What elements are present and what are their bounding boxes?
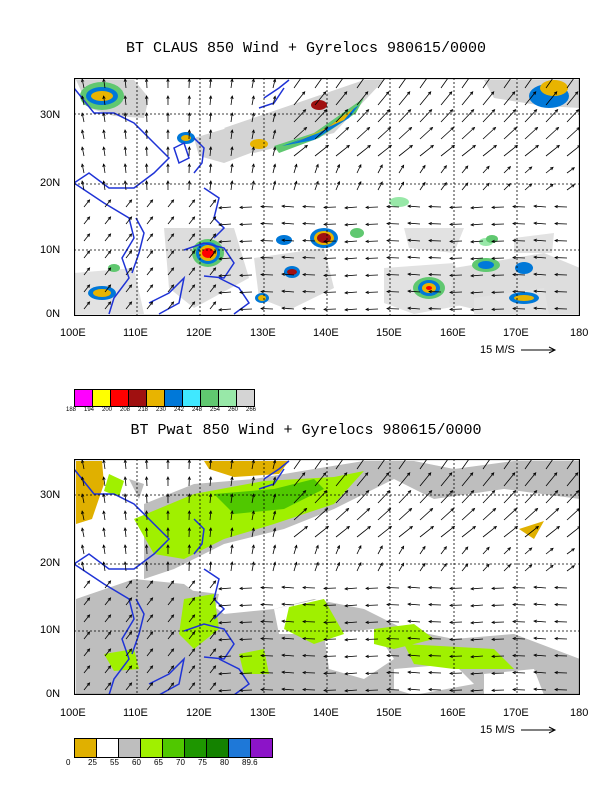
legend-swatch	[75, 390, 92, 406]
x-tick-160e-2: 160E	[440, 707, 466, 719]
y-tick-0n-2: 0N	[46, 688, 61, 700]
wind-scale-2: 15 M/S	[480, 724, 557, 736]
lat-lon-grid	[74, 78, 580, 316]
wind-vectors	[81, 459, 580, 693]
wind-scale-label-2: 15 M/S	[480, 724, 515, 736]
x-tick-110e: 110E	[123, 327, 148, 339]
wind-scale: 15 M/S	[480, 344, 557, 356]
pwat-color-legend	[74, 738, 273, 758]
legend-swatch	[250, 739, 272, 757]
legend-label: 65	[154, 758, 163, 767]
legend-label: 188	[66, 407, 77, 413]
legend-label: 60	[132, 758, 141, 767]
legend-label: 242	[174, 407, 185, 413]
x-tick-100e-2: 100E	[60, 707, 86, 719]
claus-map-panel	[74, 78, 580, 316]
legend-swatch	[236, 390, 254, 406]
x-tick-140e: 140E	[313, 327, 339, 339]
precipitable-water-field	[76, 461, 580, 695]
legend-swatch	[110, 390, 128, 406]
legend-label: 55	[110, 758, 119, 767]
x-tick-180-2: 180	[570, 707, 589, 719]
panel-1-title: BT CLAUS 850 Wind + Gyrelocs 980615/0000	[125, 40, 487, 57]
y-tick-0n: 0N	[46, 308, 61, 320]
x-tick-120e-2: 120E	[186, 707, 212, 719]
legend-label: 200	[102, 407, 113, 413]
x-tick-140e-2: 140E	[313, 707, 339, 719]
legend-swatch	[182, 390, 200, 406]
x-tick-110e-2: 110E	[123, 707, 148, 719]
legend-label: 194	[84, 407, 95, 413]
legend-swatch	[164, 390, 182, 406]
y-tick-20n: 20N	[40, 177, 61, 189]
legend-label: 230	[156, 407, 167, 413]
legend-label: 80	[220, 758, 229, 767]
legend-swatch	[146, 390, 164, 406]
legend-label: 70	[176, 758, 185, 767]
legend-swatch	[218, 390, 236, 406]
legend-swatch	[206, 739, 228, 757]
legend-label: 25	[88, 758, 97, 767]
y-tick-30n-2: 30N	[40, 489, 61, 501]
legend-swatch	[75, 739, 96, 757]
y-tick-20n-2: 20N	[40, 557, 61, 569]
legend-swatch	[140, 739, 162, 757]
scale-arrow-icon	[520, 726, 556, 734]
legend-swatch	[184, 739, 206, 757]
panel-2-title: BT Pwat 850 Wind + Gyrelocs 980615/0000	[130, 422, 482, 439]
y-tick-10n-2: 10N	[40, 624, 61, 636]
legend-swatch	[92, 390, 110, 406]
legend-swatch	[96, 739, 118, 757]
convective-cells	[80, 80, 569, 304]
x-tick-120e: 120E	[186, 327, 212, 339]
legend-label: 0	[66, 758, 71, 767]
x-tick-150e: 150E	[376, 327, 402, 339]
x-tick-130e-2: 130E	[250, 707, 276, 719]
wind-vectors	[81, 78, 580, 312]
legend-swatch	[118, 739, 140, 757]
y-tick-30n: 30N	[40, 109, 61, 121]
x-tick-130e: 130E	[250, 327, 276, 339]
legend-label: 248	[192, 407, 203, 413]
claus-color-legend	[74, 389, 255, 407]
y-tick-10n: 10N	[40, 244, 61, 256]
pwat-map-panel	[74, 459, 580, 695]
x-tick-170e-2: 170E	[503, 707, 529, 719]
x-tick-180: 180	[570, 327, 589, 339]
legend-label: 208	[120, 407, 131, 413]
x-tick-170e: 170E	[503, 327, 529, 339]
legend-label: 266	[246, 407, 257, 413]
legend-label: 89.6	[242, 758, 258, 767]
legend-swatch	[162, 739, 184, 757]
legend-label: 75	[198, 758, 207, 767]
x-tick-150e-2: 150E	[376, 707, 402, 719]
wind-scale-label: 15 M/S	[480, 344, 515, 356]
legend-swatch	[200, 390, 218, 406]
legend-label: 260	[228, 407, 239, 413]
legend-label: 218	[138, 407, 149, 413]
x-tick-160e: 160E	[440, 327, 466, 339]
legend-label: 254	[210, 407, 221, 413]
legend-swatch	[228, 739, 250, 757]
legend-swatch	[128, 390, 146, 406]
x-tick-100e: 100E	[60, 327, 86, 339]
scale-arrow-icon	[520, 346, 556, 354]
